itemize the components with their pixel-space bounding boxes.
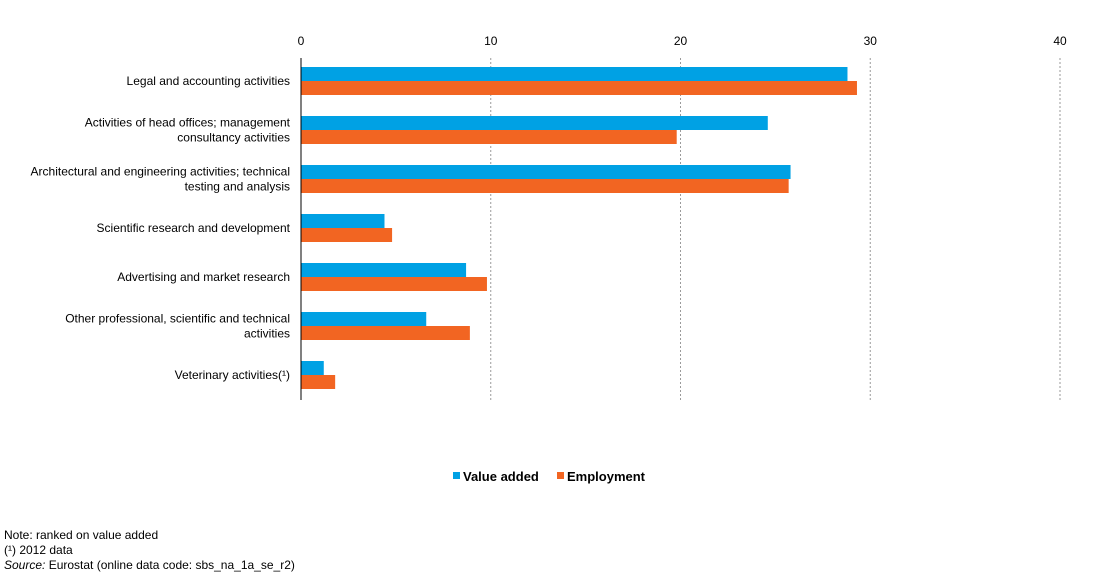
category-labels: Legal and accounting activities Activitie… — [31, 74, 291, 382]
x-tick-label: 0 — [298, 34, 305, 48]
x-tick-label: 10 — [484, 34, 498, 48]
footnote-text: (¹) 2012 data — [4, 543, 73, 557]
bar-employment — [301, 81, 857, 95]
bar-employment — [301, 375, 336, 389]
legend-swatch — [453, 472, 460, 479]
category-label: Advertising and market research — [117, 270, 290, 284]
x-tick-label: 40 — [1053, 34, 1067, 48]
gridlines — [490, 58, 1061, 400]
x-axis-ticks: 0 10 20 30 40 — [298, 34, 1067, 48]
bar-value-added — [301, 67, 848, 81]
source-text: Eurostat (online data code: sbs_na_1a_se… — [45, 558, 295, 572]
bar-value-added — [301, 361, 324, 375]
bar-value-added — [301, 312, 427, 326]
note-text: Note: ranked on value added — [4, 528, 159, 542]
bar-employment — [301, 179, 789, 193]
legend: Value added Employment — [453, 469, 646, 484]
category-label: Scientific research and development — [97, 221, 291, 235]
bars — [301, 67, 857, 389]
bar-employment — [301, 228, 393, 242]
category-label: Other professional, scientific and techn… — [65, 312, 290, 341]
legend-swatch — [557, 472, 564, 479]
category-label: Veterinary activities(¹) — [175, 368, 290, 382]
source-label: Source: — [4, 558, 46, 572]
legend-label: Value added — [463, 469, 539, 484]
bar-value-added — [301, 116, 768, 130]
source-line: Source: Eurostat (online data code: sbs_… — [4, 558, 295, 573]
bar-value-added — [301, 263, 467, 277]
category-label: Legal and accounting activities — [127, 74, 290, 88]
bar-value-added — [301, 165, 791, 179]
legend-label: Employment — [567, 469, 646, 484]
chart-notes: Note: ranked on value added (¹) 2012 dat… — [4, 528, 295, 573]
category-label: Activities of head offices; management co… — [85, 116, 291, 145]
category-label: Architectural and engineering activities… — [31, 165, 290, 194]
bar-employment — [301, 130, 677, 144]
bar-employment — [301, 277, 487, 291]
x-tick-label: 30 — [864, 34, 878, 48]
bar-employment — [301, 326, 470, 340]
x-tick-label: 20 — [674, 34, 688, 48]
bar-value-added — [301, 214, 385, 228]
bar-chart: 0 10 20 30 40 Legal and accounting activitie… — [31, 34, 1067, 484]
